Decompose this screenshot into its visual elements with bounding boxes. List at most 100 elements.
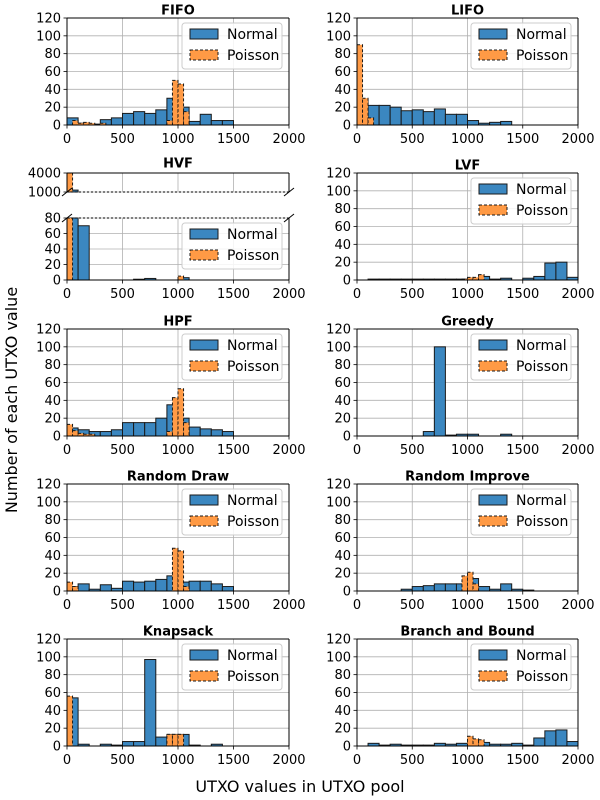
poisson-bar: [72, 586, 79, 592]
y-tick-label: 20: [44, 722, 61, 737]
normal-bar: [188, 426, 201, 437]
poisson-bar: [367, 117, 375, 126]
x-tick-label: 1000: [451, 132, 484, 147]
y-tick-label: 20: [334, 722, 351, 737]
legend-swatch-poisson: [478, 515, 508, 527]
subplot-title: Random Improve: [405, 470, 530, 485]
legend-label-normal: Normal: [516, 648, 567, 664]
y-tick-label: 80: [334, 47, 351, 62]
legend-swatch-normal: [189, 28, 219, 40]
y-tick-label: 20: [44, 567, 61, 582]
legend-swatch-poisson: [478, 670, 508, 682]
normal-bar: [500, 583, 513, 592]
normal-bar: [199, 428, 212, 437]
y-tick-label: 60: [44, 227, 61, 242]
legend: Normal Poisson: [470, 177, 572, 225]
normal-bar: [433, 583, 446, 592]
grid-lines: [66, 172, 290, 193]
poisson-bar: [177, 733, 185, 747]
legend-label-normal: Normal: [516, 27, 567, 43]
y-tick-label: 40: [44, 394, 61, 409]
x-tick-label: 1000: [161, 443, 194, 458]
normal-bar: [122, 741, 135, 747]
y-tick-label: 60: [334, 220, 351, 235]
y-tick-label: 80: [44, 212, 61, 227]
y-tick-label: 40: [334, 549, 351, 564]
y-tick-label: 100: [326, 650, 351, 665]
subplot-hpf: HPF 0 20 40 60 80 100 120 0 500 1000 1500 2000 Normal…: [36, 315, 305, 459]
axis-break-mark: [283, 187, 295, 197]
legend-label-poisson: Poisson: [516, 514, 568, 530]
poisson-bar: [171, 397, 179, 437]
y-tick-label: 20: [334, 101, 351, 116]
y-tick-label: 40: [44, 83, 61, 98]
subplot-title: HPF: [163, 315, 192, 330]
y-tick-label: 40: [44, 243, 61, 258]
x-tick-label: 0: [353, 443, 361, 458]
normal-bar: [478, 586, 491, 592]
normal-bar: [444, 583, 457, 592]
y-tick-label: 0: [343, 274, 351, 289]
legend: Normal Poisson: [181, 22, 283, 70]
normal-bar: [122, 580, 135, 592]
y-tick-label: 80: [44, 47, 61, 62]
normal-bar: [422, 431, 435, 437]
x-tick-label: 1000: [451, 287, 484, 302]
poisson-bar: [183, 586, 190, 592]
y-tick-label: 100: [326, 184, 351, 199]
x-tick-label: 2000: [561, 598, 594, 613]
legend-label-normal: Normal: [516, 182, 567, 198]
x-tick-label: 0: [353, 598, 361, 613]
legend-label-poisson: Poisson: [227, 359, 279, 375]
y-tick-label: 0: [343, 119, 351, 134]
x-tick-label: 0: [63, 287, 71, 302]
x-tick-label: 1000: [161, 598, 194, 613]
y-tick-label: 120: [36, 12, 61, 27]
x-tick-label: 2000: [561, 753, 594, 768]
x-tick-label: 1500: [217, 132, 250, 147]
subplot-fifo: FIFO 0 20 40 60 80 100 120 0 500 1000 1500 2000 Norma…: [36, 4, 305, 148]
y-tick-label: 120: [326, 12, 351, 27]
normal-bar: [389, 106, 402, 126]
subplot-title: HVF: [163, 157, 193, 172]
y-tick-label: 20: [44, 258, 61, 273]
poisson-bar: [171, 547, 179, 592]
normal-bar: [221, 431, 234, 437]
legend-label-poisson: Poisson: [227, 514, 279, 530]
x-tick-label: 500: [110, 598, 135, 613]
poisson-bar: [467, 735, 474, 747]
y-tick-label: 60: [334, 376, 351, 391]
poisson-bar: [177, 83, 185, 126]
y-tick-label: 20: [334, 567, 351, 582]
x-tick-label: 1500: [506, 443, 539, 458]
y-tick-label: 100: [326, 495, 351, 510]
axis-break-mark: [61, 187, 73, 197]
normal-bar: [199, 580, 212, 592]
poisson-bar: [362, 97, 369, 126]
subplot-title: FIFO: [161, 4, 195, 19]
x-tick-label: 500: [400, 598, 425, 613]
normal-bar: [411, 109, 424, 126]
legend: Normal Poisson: [181, 222, 283, 270]
legend-label-poisson: Poisson: [227, 669, 279, 685]
y-tick-label: 60: [44, 686, 61, 701]
x-tick-label: 2000: [272, 132, 305, 147]
legend: Normal Poisson: [181, 333, 283, 381]
y-tick-label: 80: [44, 668, 61, 683]
x-tick-label: 1500: [217, 753, 250, 768]
legend-label-poisson: Poisson: [516, 669, 568, 685]
poisson-bar: [183, 111, 190, 126]
x-tick-label: 2000: [272, 443, 305, 458]
y-tick-label: 60: [334, 65, 351, 80]
x-tick-label: 2000: [272, 287, 305, 302]
y-tick-label: 120: [36, 633, 61, 648]
poisson-bar: [166, 120, 173, 126]
poisson-bar: [472, 583, 480, 592]
y-tick-label: 100: [36, 29, 61, 44]
normal-bar: [155, 417, 168, 437]
legend-label-normal: Normal: [227, 493, 278, 509]
normal-bar: [144, 659, 157, 747]
figure-y-axis-label: Number of each UTXO value: [2, 287, 21, 513]
subplot-knapsack: Knapsack 0 20 40 60 80 100 120 0 500 1000 1500 2000 N…: [36, 625, 305, 769]
